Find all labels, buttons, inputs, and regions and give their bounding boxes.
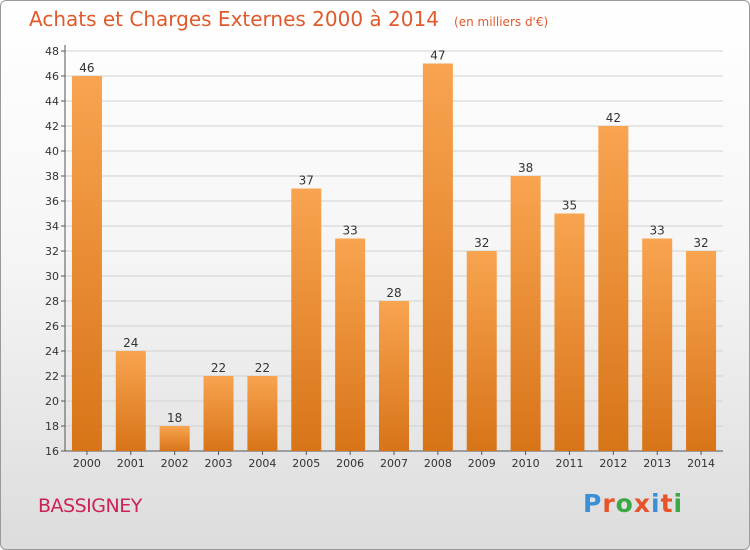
y-tick-label: 34 <box>45 220 59 233</box>
y-tick-label: 36 <box>45 195 59 208</box>
y-tick-label: 42 <box>45 120 59 133</box>
bar-value-label: 33 <box>342 224 357 238</box>
x-tick-label: 2002 <box>161 457 189 470</box>
labels: 16 18 20 22 24 26 28 30 32 34 36 38 40 42 44 46 48 46 2000… <box>45 45 715 470</box>
bar-value-label: 42 <box>606 111 621 125</box>
bar <box>115 351 146 451</box>
y-tick-label: 30 <box>45 270 59 283</box>
x-tick-label: 2003 <box>205 457 233 470</box>
bar <box>554 213 585 451</box>
y-tick-label: 28 <box>45 295 59 308</box>
y-tick-label: 46 <box>45 70 59 83</box>
bar <box>466 251 497 451</box>
x-tick-label: 2014 <box>687 457 715 470</box>
bar-value-label: 18 <box>167 411 182 425</box>
bar-value-label: 22 <box>211 361 226 375</box>
bar-value-label: 37 <box>299 174 314 188</box>
y-tick-label: 44 <box>45 95 59 108</box>
bar-value-label: 22 <box>255 361 270 375</box>
logo-letter: i <box>651 489 661 518</box>
bar <box>379 301 409 451</box>
bar-value-label: 24 <box>123 336 138 350</box>
y-tick-label: 40 <box>45 145 59 158</box>
bar <box>686 251 717 451</box>
y-tick-label: 48 <box>45 45 59 58</box>
logo-letter: x <box>633 489 651 518</box>
logo-letter: t <box>660 489 674 518</box>
chart-title: Achats et Charges Externes 2000 à 2014 <box>29 7 439 31</box>
x-tick-label: 2008 <box>424 457 452 470</box>
bar <box>642 238 673 451</box>
bar-value-label: 46 <box>79 61 94 75</box>
x-tick-label: 2004 <box>248 457 276 470</box>
y-tick-label: 24 <box>45 345 59 358</box>
y-tick-label: 26 <box>45 320 59 333</box>
y-tick-label: 32 <box>45 245 59 258</box>
x-tick-label: 2007 <box>380 457 408 470</box>
y-tick-label: 20 <box>45 395 59 408</box>
x-tick-label: 2012 <box>599 457 627 470</box>
bar <box>247 376 278 451</box>
x-tick-label: 2005 <box>292 457 320 470</box>
commune-name: BASSIGNEY <box>38 495 142 517</box>
bar-value-label: 32 <box>693 236 708 250</box>
x-tick-label: 2000 <box>73 457 101 470</box>
bar-value-label: 47 <box>430 49 445 63</box>
bar-value-label: 35 <box>562 199 577 213</box>
bar <box>203 376 234 451</box>
bar <box>159 426 190 451</box>
bar <box>422 63 453 451</box>
y-tick-label: 16 <box>45 445 59 458</box>
bar-value-label: 32 <box>474 236 489 250</box>
x-tick-label: 2001 <box>117 457 145 470</box>
bar-value-label: 38 <box>518 161 533 175</box>
bar <box>71 76 102 451</box>
x-tick-label: 2010 <box>512 457 540 470</box>
y-tick-label: 38 <box>45 170 59 183</box>
x-tick-label: 2006 <box>336 457 364 470</box>
logo-letter: o <box>615 489 634 518</box>
bar <box>291 188 322 451</box>
bar <box>510 176 541 451</box>
x-tick-label: 2011 <box>555 457 583 470</box>
bar <box>335 238 366 451</box>
logo-letter: r <box>602 489 616 518</box>
y-tick-label: 18 <box>45 420 59 433</box>
proxiti-logo[interactable]: Proxiti <box>583 489 683 518</box>
x-tick-label: 2013 <box>643 457 671 470</box>
x-tick-label: 2009 <box>468 457 496 470</box>
bar-value-label: 33 <box>650 224 665 238</box>
chart-subtitle: (en milliers d'€) <box>454 15 549 29</box>
bar <box>598 126 629 451</box>
title-row: Achats et Charges Externes 2000 à 2014 (… <box>29 7 548 31</box>
y-tick-label: 22 <box>45 370 59 383</box>
bars <box>71 63 717 451</box>
logo-letter: P <box>583 489 603 518</box>
logo-letter: i <box>673 489 684 518</box>
bar-value-label: 28 <box>386 286 401 300</box>
